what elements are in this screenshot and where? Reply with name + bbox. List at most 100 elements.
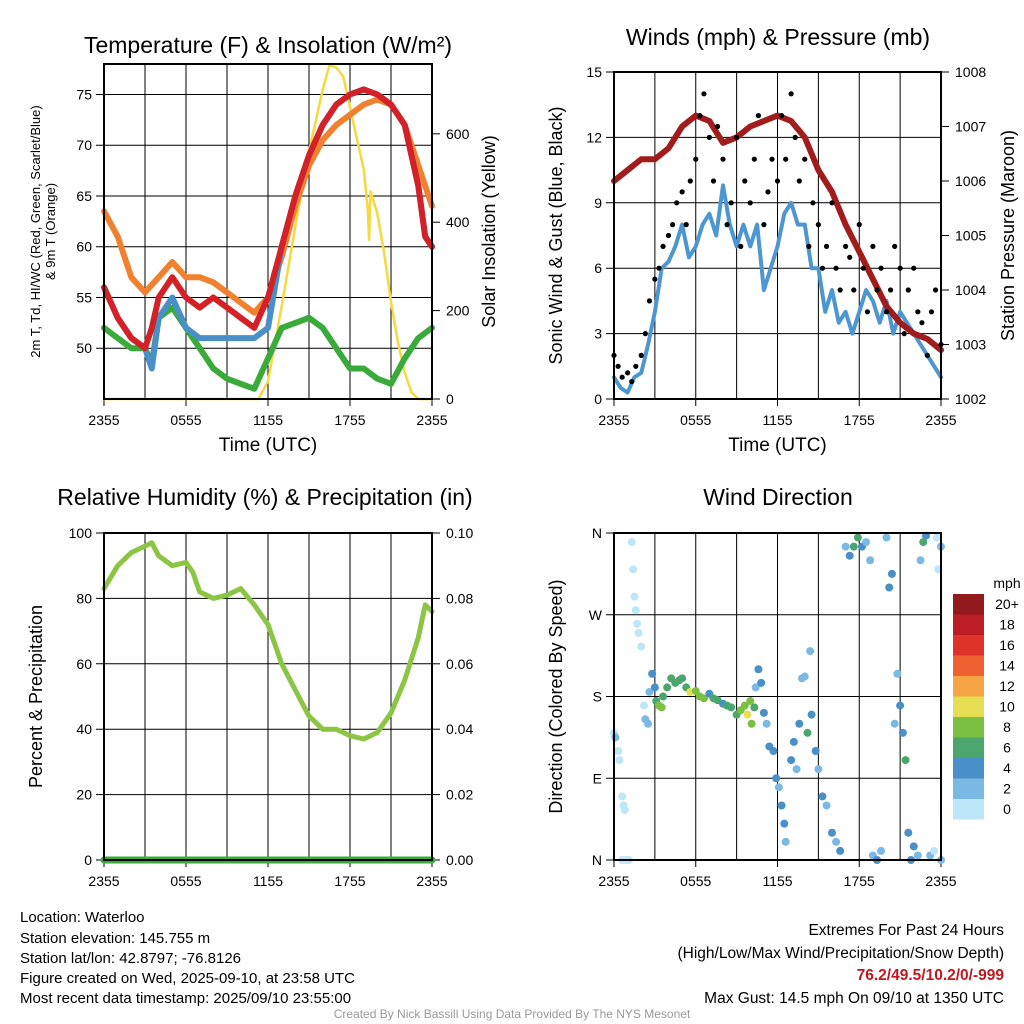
gust-point (864, 309, 871, 315)
y-tick-label: 55 (76, 289, 92, 305)
gust-point (660, 243, 666, 249)
credit-line: Created By Nick Bassill Using Data Provi… (334, 1007, 691, 1021)
extremes-title: Extremes For Past 24 Hours (808, 922, 1004, 939)
wind-direction-point (780, 819, 789, 828)
y-tick-label: 6 (594, 260, 602, 276)
footer-recent-timestamp: Most recent data timestamp: 2025/09/10 2… (20, 990, 351, 1007)
y-tick-label: 12 (586, 129, 602, 145)
y2-tick-label: 1002 (955, 391, 986, 407)
wind-direction-point (620, 806, 629, 815)
x-tick-label: 1755 (334, 412, 365, 428)
wind-direction-point (614, 747, 623, 755)
x-tick-label: 1155 (762, 873, 792, 889)
y-tick-label: 0 (84, 852, 92, 868)
y-tick-label: 3 (594, 326, 602, 342)
y2-tick-label: 600 (446, 126, 470, 142)
x-tick-label: 2355 (925, 412, 956, 428)
wind-direction-point (757, 678, 766, 687)
gust-point (633, 363, 639, 369)
gust-point (734, 134, 740, 140)
chart-panel-1: 0 3 6 9 12 15 1002 1003 1004 1005 1006 1007 1008 2355… (546, 24, 1018, 456)
wind-direction-point (631, 606, 640, 615)
x-tick-label: 1755 (334, 873, 365, 889)
wind-direction-point (901, 756, 910, 765)
y2-tick-label: 0.10 (446, 525, 473, 541)
legend-swatch (953, 635, 984, 656)
wind-direction-point (777, 801, 786, 810)
wind-direction-point (913, 851, 922, 860)
wind-direction-point (866, 556, 875, 565)
gust-point (837, 287, 843, 293)
gust-point (874, 287, 880, 293)
x-tick-label: 2355 (598, 412, 629, 428)
x-tick-label: 2355 (416, 412, 447, 428)
wind-direction-point (637, 642, 646, 651)
y2-tick-label: 0.08 (446, 590, 473, 606)
y2-tick-label: 0.04 (446, 721, 473, 737)
gust-point (683, 222, 689, 228)
chart-title: Temperature (F) & Insolation (W/m²) (84, 32, 452, 58)
gust-point (652, 276, 658, 282)
wind-direction-point (896, 701, 905, 710)
legend-swatch (953, 696, 984, 717)
series-line-station-pressure (611, 112, 944, 353)
legend-label: 20+ (995, 596, 1019, 612)
gust-point (847, 254, 853, 260)
legend-swatch (953, 737, 984, 758)
y-tick-label: 100 (69, 525, 93, 541)
wind-direction-point (743, 710, 752, 719)
y-tick-label: 15 (586, 64, 602, 80)
gust-point (679, 189, 685, 195)
y2-tick-label: 400 (446, 214, 470, 230)
wind-direction-point (853, 533, 862, 542)
wind-direction-point (828, 828, 836, 837)
y-tick-label: S (593, 689, 602, 705)
wind-direction-point (882, 533, 891, 542)
y-tick-label: 50 (76, 340, 92, 356)
y-axis-label: & 9m T (Orange) (43, 183, 58, 280)
gust-point (697, 113, 703, 119)
wind-direction-point (754, 665, 763, 674)
footer-elevation: Station elevation: 145.755 m (20, 930, 210, 947)
wind-direction-point (699, 694, 708, 703)
extremes-values: 76.2/49.5/10.2/0/-999 (857, 967, 1005, 984)
gust-point (802, 156, 808, 162)
y2-tick-label: 1006 (955, 173, 986, 189)
gust-point (755, 113, 762, 119)
series-line-solar-insolation (102, 64, 434, 401)
wind-direction-point (909, 842, 918, 851)
wind-direction-point (751, 683, 760, 692)
wind-direction-point (919, 538, 928, 547)
legend-swatch (953, 655, 984, 676)
wind-direction-point (836, 846, 845, 855)
wind-direction-point (618, 792, 627, 801)
gust-point (878, 265, 884, 271)
legend-swatch (953, 799, 984, 820)
y2-tick-label: 0 (446, 391, 454, 407)
x-tick-label: 0555 (170, 412, 201, 428)
gust-point (629, 378, 635, 385)
wind-direction-point (877, 846, 886, 855)
wind-direction-point (769, 747, 778, 755)
gust-point (638, 352, 644, 358)
y2-tick-label: 1005 (955, 228, 986, 244)
wind-direction-point (807, 710, 816, 719)
gust-point (905, 287, 911, 293)
x-axis-label: Time (UTC) (728, 435, 827, 456)
gust-point (843, 243, 849, 249)
x-tick-label: 2355 (925, 873, 956, 889)
y-tick-label: 65 (76, 188, 92, 204)
wind-direction-point (747, 719, 756, 728)
wind-direction-point (800, 672, 809, 681)
wind-direction-point (759, 708, 768, 717)
gust-point (928, 309, 935, 315)
wind-direction-point (898, 728, 907, 737)
chart-panel-2: 0 20 40 60 80 100 0.00 0.02 0.04 0.06 0.08 0.10 2355… (26, 484, 473, 889)
gust-point (615, 363, 621, 369)
gust-point (792, 134, 798, 140)
gust-point (788, 91, 794, 97)
wind-direction-point (930, 846, 939, 855)
y-axis-label: 2m T, Td, HI/WC (Red, Green, Scarlet/Blu… (28, 105, 43, 357)
wind-direction-point (746, 697, 755, 706)
wind-direction-point (818, 792, 827, 801)
